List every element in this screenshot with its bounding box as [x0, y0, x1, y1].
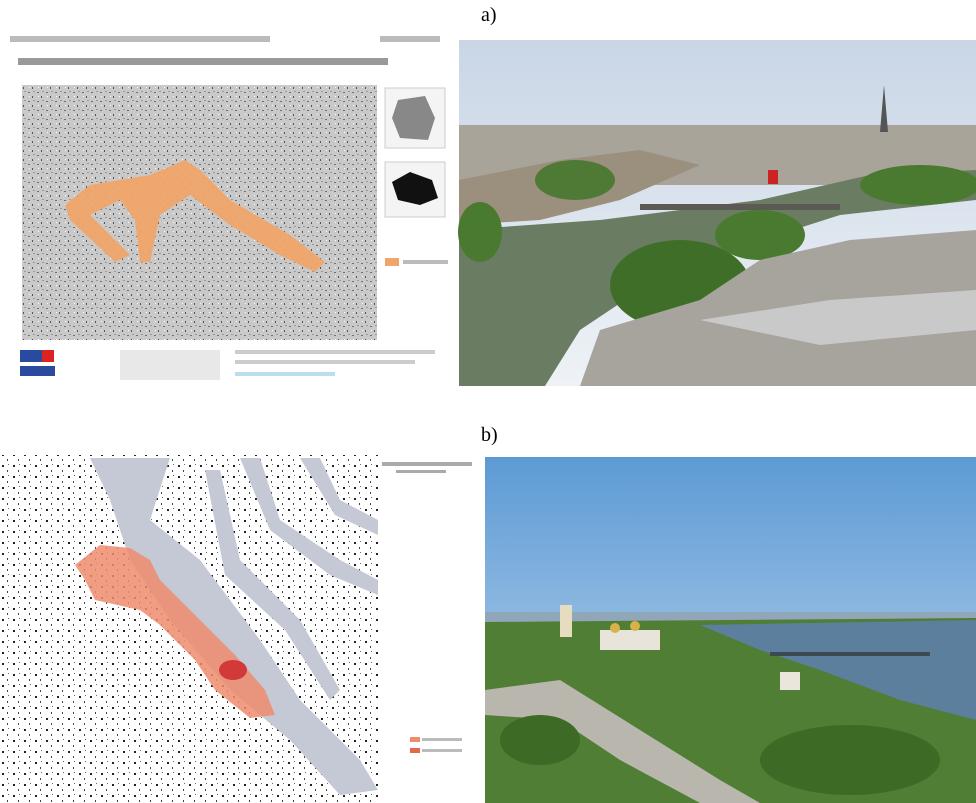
photo-b [485, 457, 976, 803]
photo-a [458, 40, 976, 386]
figure: a) b) [0, 0, 976, 803]
map-b [0, 455, 480, 803]
figure-images [0, 0, 976, 803]
map-a [0, 30, 455, 385]
